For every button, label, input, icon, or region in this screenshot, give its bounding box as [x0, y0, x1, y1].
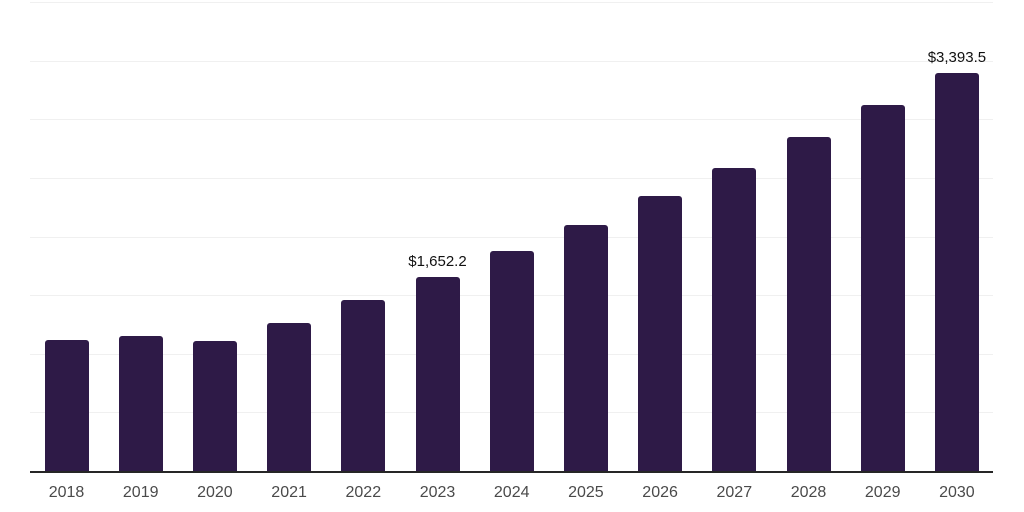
- bar-2027: [712, 167, 757, 471]
- x-tick-2020: 2020: [197, 484, 233, 501]
- bar-2020: [192, 340, 237, 471]
- bar-2024: [489, 251, 534, 471]
- gridline-3000: [30, 119, 993, 121]
- x-tick-2026: 2026: [642, 484, 678, 501]
- bar-2018: [44, 340, 89, 471]
- x-tick-2022: 2022: [345, 484, 382, 501]
- x-tick-2029: 2029: [864, 484, 901, 501]
- x-axis-line: [30, 471, 993, 473]
- bar-2021: [267, 322, 312, 471]
- x-tick-2021: 2021: [271, 484, 307, 501]
- data-label-2030: $3,393.5: [927, 49, 987, 67]
- x-tick-2023: 2023: [419, 484, 456, 501]
- data-label-2023: $1,652.2: [408, 253, 467, 271]
- x-tick-2027: 2027: [716, 484, 753, 501]
- gridline-2500: [30, 177, 993, 179]
- gridline-4000: [30, 2, 993, 3]
- x-tick-2025: 2025: [568, 484, 604, 501]
- x-tick-2024: 2024: [493, 484, 530, 501]
- gridline-3500: [30, 60, 993, 62]
- bar-2019: [118, 336, 163, 471]
- bar-2022: [341, 299, 386, 471]
- bar-2030: [934, 73, 979, 471]
- x-tick-2019: 2019: [122, 484, 159, 501]
- x-tick-2028: 2028: [790, 484, 827, 501]
- bar-2023: [415, 277, 460, 471]
- x-tick-2018: 2018: [48, 484, 85, 501]
- bar-2025: [563, 224, 608, 471]
- bar-2026: [638, 195, 683, 471]
- x-tick-2030: 2030: [939, 484, 975, 501]
- bar-2029: [860, 104, 905, 471]
- gridline-2000: [30, 236, 993, 238]
- bar-2028: [786, 137, 831, 471]
